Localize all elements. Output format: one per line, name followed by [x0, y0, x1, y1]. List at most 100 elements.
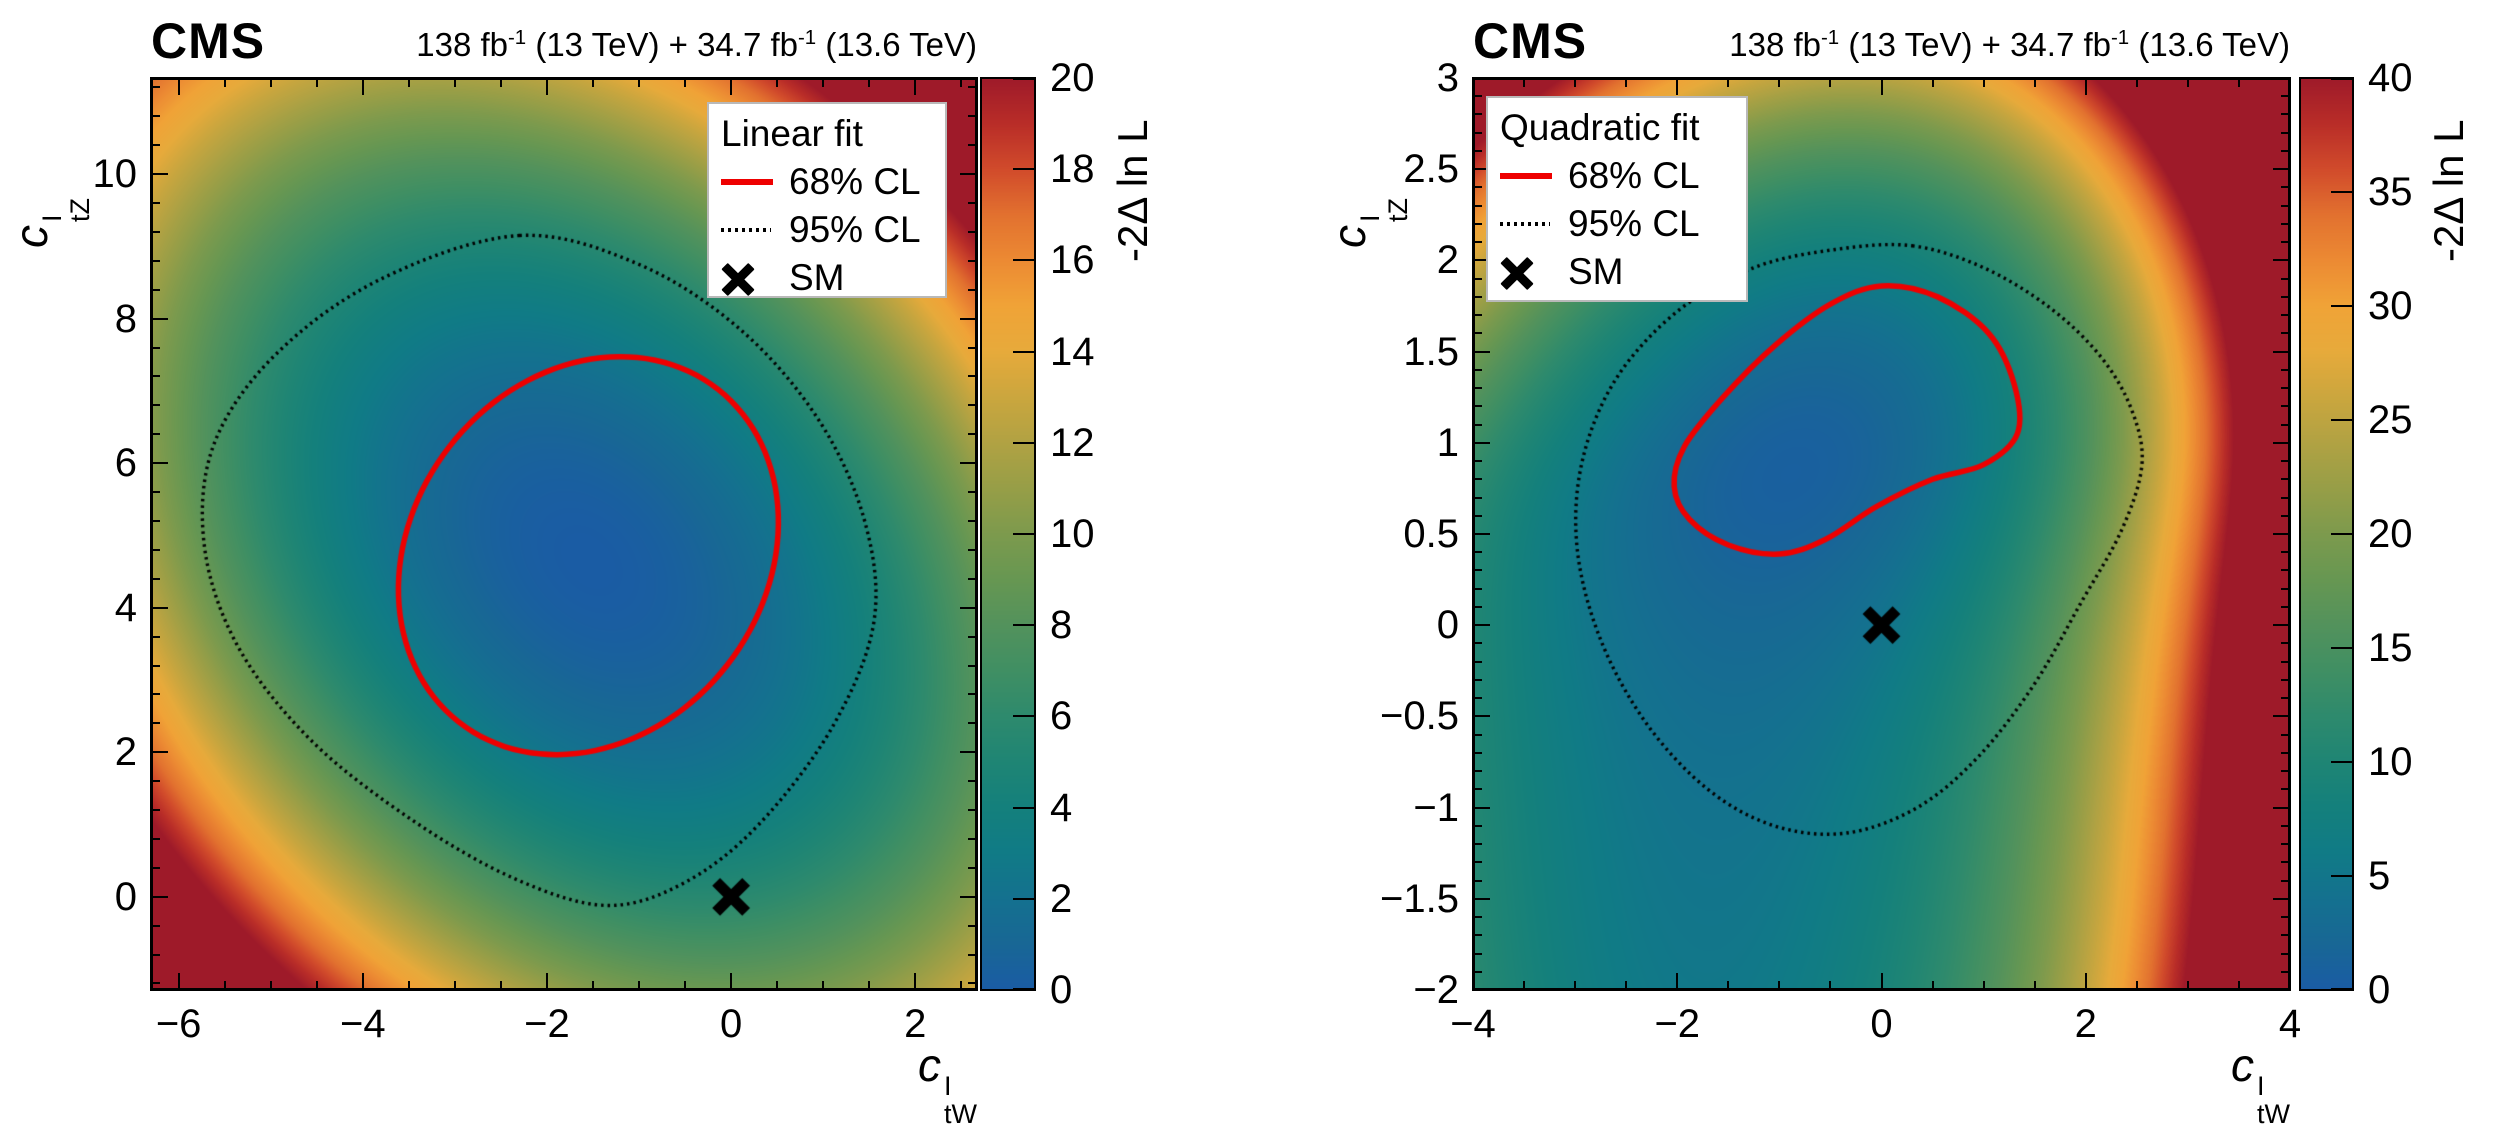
axis-tick: [968, 866, 977, 869]
z-tick-label: 20: [2368, 512, 2413, 556]
y-tick-label: 2: [1436, 238, 1459, 283]
axis-tick: [968, 635, 977, 638]
axis-tick: [1625, 981, 1628, 990]
axis-tick: [638, 78, 641, 87]
axis-tick: [223, 981, 226, 990]
cl68-line-icon: [1500, 173, 1558, 180]
coupling-superscript: I: [1355, 214, 1385, 222]
axis-tick: [1473, 569, 1482, 572]
y-tick-label: 4: [114, 585, 137, 630]
y-tick-label: 8: [114, 296, 137, 341]
axis-tick: [2281, 660, 2290, 663]
axis-tick: [361, 973, 364, 990]
axis-tick: [968, 693, 977, 696]
coupling-superscript: I: [2257, 1071, 2265, 1101]
axis-tick: [2281, 678, 2290, 681]
axis-tick: [1013, 533, 1035, 535]
axis-tick: [1523, 981, 1526, 990]
cms-label: CMS: [1473, 13, 1588, 69]
axis-tick: [1473, 259, 1490, 262]
axis-tick: [2331, 305, 2353, 307]
axis-tick: [868, 78, 871, 87]
y-tick-label: 6: [114, 441, 137, 486]
axis-tick: [2281, 824, 2290, 827]
axis-tick: [2084, 973, 2087, 990]
axis-tick: [1013, 806, 1035, 809]
axis-tick: [730, 78, 733, 95]
z-tick-label: 35: [2368, 170, 2413, 214]
axis-tick: [1473, 222, 1482, 225]
sm-x-marker-icon: [1500, 255, 1558, 291]
axis-tick: [914, 973, 917, 990]
axis-tick: [1931, 981, 1934, 990]
axis-tick: [2281, 916, 2290, 919]
legend-row: SM: [1500, 248, 1734, 296]
axis-tick: [960, 751, 977, 754]
axis-tick: [2281, 460, 2290, 463]
axis-tick: [2273, 897, 2290, 900]
axis-tick: [2281, 131, 2290, 134]
axis-tick: [1676, 973, 1679, 990]
red-line-swatch: [1500, 173, 1552, 180]
red-line-swatch: [721, 179, 773, 186]
axis-tick: [2281, 934, 2290, 937]
axis-tick: [2281, 551, 2290, 554]
axis-tick: [1473, 879, 1482, 882]
axis-tick: [1473, 605, 1482, 608]
axis-tick: [407, 78, 410, 87]
axis-tick: [1473, 824, 1482, 827]
axis-tick: [1473, 168, 1490, 171]
z-tick-label: 15: [2368, 626, 2413, 670]
axis-tick: [1473, 277, 1482, 280]
axis-tick: [1473, 751, 1482, 754]
legend-entry-label: 68% CL: [789, 161, 921, 203]
axis-tick: [968, 433, 977, 436]
z-tick-label: 40: [2368, 56, 2413, 100]
axis-tick: [2281, 569, 2290, 572]
legend-entry-label: 95% CL: [1568, 203, 1700, 245]
luminosity-label: 138 fb-1 (13 TeV) + 34.7 fb-1 (13.6 TeV): [1729, 27, 2290, 61]
luminosity-label: 138 fb-1 (13 TeV) + 34.7 fb-1 (13.6 TeV): [416, 27, 977, 61]
axis-tick: [684, 981, 687, 990]
axis-tick: [2331, 761, 2353, 763]
axis-tick: [2281, 295, 2290, 298]
axis-tick: [1829, 981, 1832, 990]
axis-tick: [151, 693, 160, 696]
axis-tick: [2281, 222, 2290, 225]
legend-box: Quadratic fit 68% CL 95% CL SM: [1486, 96, 1748, 302]
y-tick-label: −0.5: [1380, 694, 1459, 739]
axis-tick: [177, 78, 180, 95]
axis-tick: [1473, 970, 1482, 973]
z-tick-label: 10: [2368, 740, 2413, 784]
axis-tick: [151, 375, 160, 378]
axis-tick: [1473, 350, 1490, 353]
axis-tick: [2281, 95, 2290, 98]
axis-tick: [968, 664, 977, 667]
axis-tick: [2331, 647, 2353, 649]
axis-tick: [2289, 78, 2291, 95]
axis-tick: [1473, 77, 1490, 79]
axis-tick: [730, 973, 733, 990]
x-tick-label: 0: [720, 1002, 743, 1046]
axis-tick: [960, 317, 977, 320]
axis-tick: [2084, 78, 2087, 95]
axis-tick: [1013, 897, 1035, 900]
axis-tick: [151, 577, 160, 580]
axis-tick: [960, 606, 977, 609]
axis-tick: [968, 982, 977, 985]
z-tick-label: 6: [1050, 694, 1073, 739]
y-tick-label: −1.5: [1380, 876, 1459, 921]
axis-tick: [968, 519, 977, 522]
axis-tick: [1472, 78, 1474, 95]
axis-tick: [2281, 952, 2290, 955]
axis-tick: [1473, 241, 1482, 244]
axis-tick: [151, 664, 160, 667]
axis-tick: [151, 230, 160, 233]
axis-tick: [1013, 78, 1035, 80]
axis-tick: [1727, 78, 1730, 87]
axis-tick: [1013, 988, 1035, 990]
z-tick-label: 4: [1050, 785, 1073, 830]
z-tick-label: 0: [1050, 968, 1073, 1012]
